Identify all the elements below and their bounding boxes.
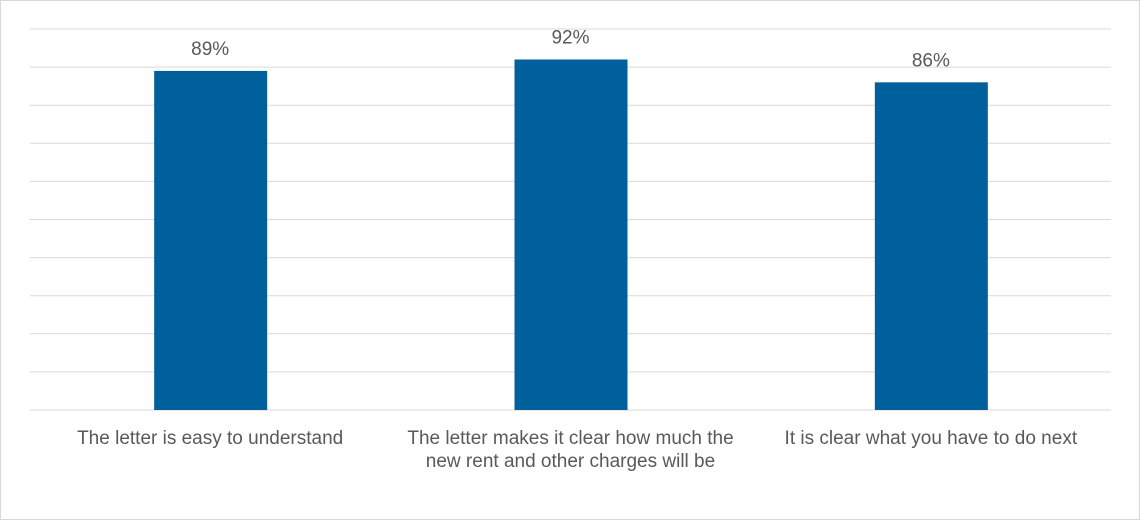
x-tick-label: The letter makes it clear how much the n… [407, 428, 734, 472]
x-tick-label: It is clear what you have to do next [784, 428, 1078, 449]
bar [514, 59, 628, 410]
value-label: 92% [551, 27, 589, 48]
bar [874, 82, 988, 410]
value-label: 86% [912, 50, 950, 71]
value-label: 89% [191, 39, 229, 60]
bar [154, 70, 268, 410]
x-tick-label: The letter is easy to understand [77, 428, 344, 449]
